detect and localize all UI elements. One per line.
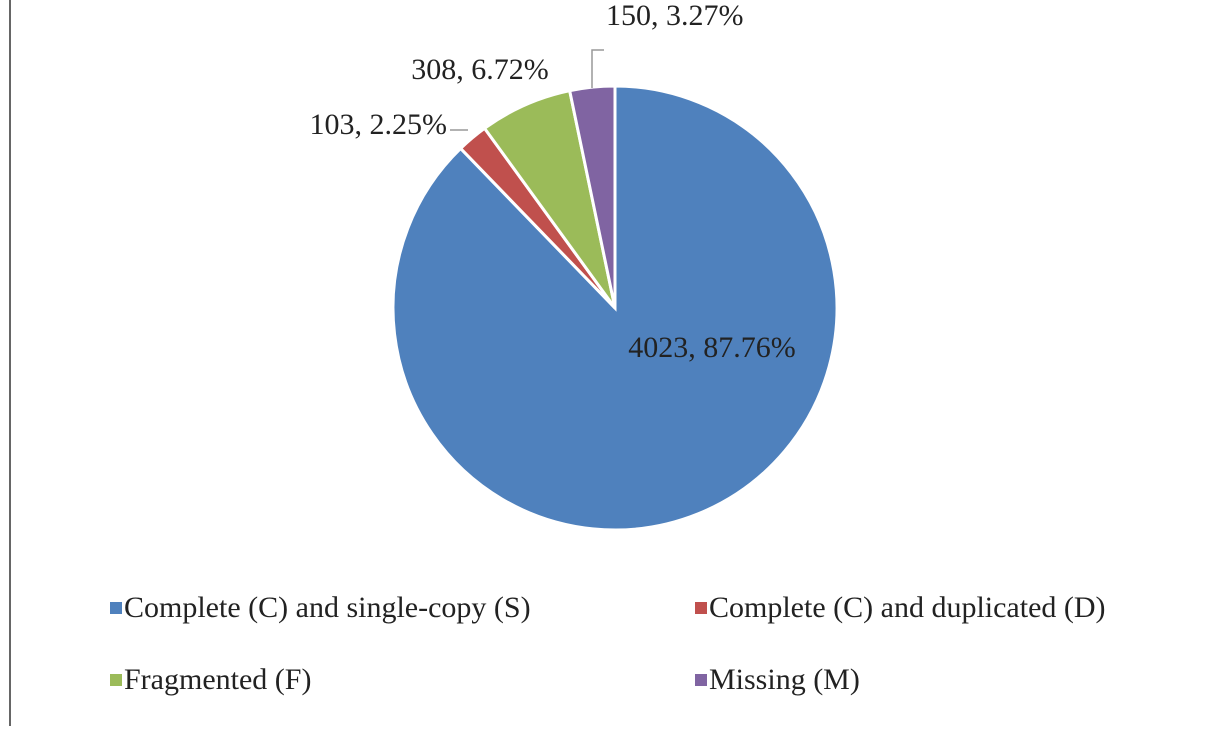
data-label: 308, 6.72% xyxy=(411,53,549,86)
legend-swatch xyxy=(695,674,707,686)
leader-line xyxy=(591,49,604,88)
legend-label: Fragmented (F) xyxy=(124,663,311,696)
data-label: 103, 2.25% xyxy=(310,108,448,141)
legend-swatch xyxy=(695,602,707,614)
legend-label: Complete (C) and single-copy (S) xyxy=(124,591,531,624)
data-label: 4023, 87.76% xyxy=(628,331,796,364)
legend-label: Missing (M) xyxy=(709,663,860,696)
data-label: 150, 3.27% xyxy=(606,0,744,32)
legend-swatch xyxy=(110,674,122,686)
legend-swatch xyxy=(110,602,122,614)
legend-label: Complete (C) and duplicated (D) xyxy=(709,591,1106,624)
